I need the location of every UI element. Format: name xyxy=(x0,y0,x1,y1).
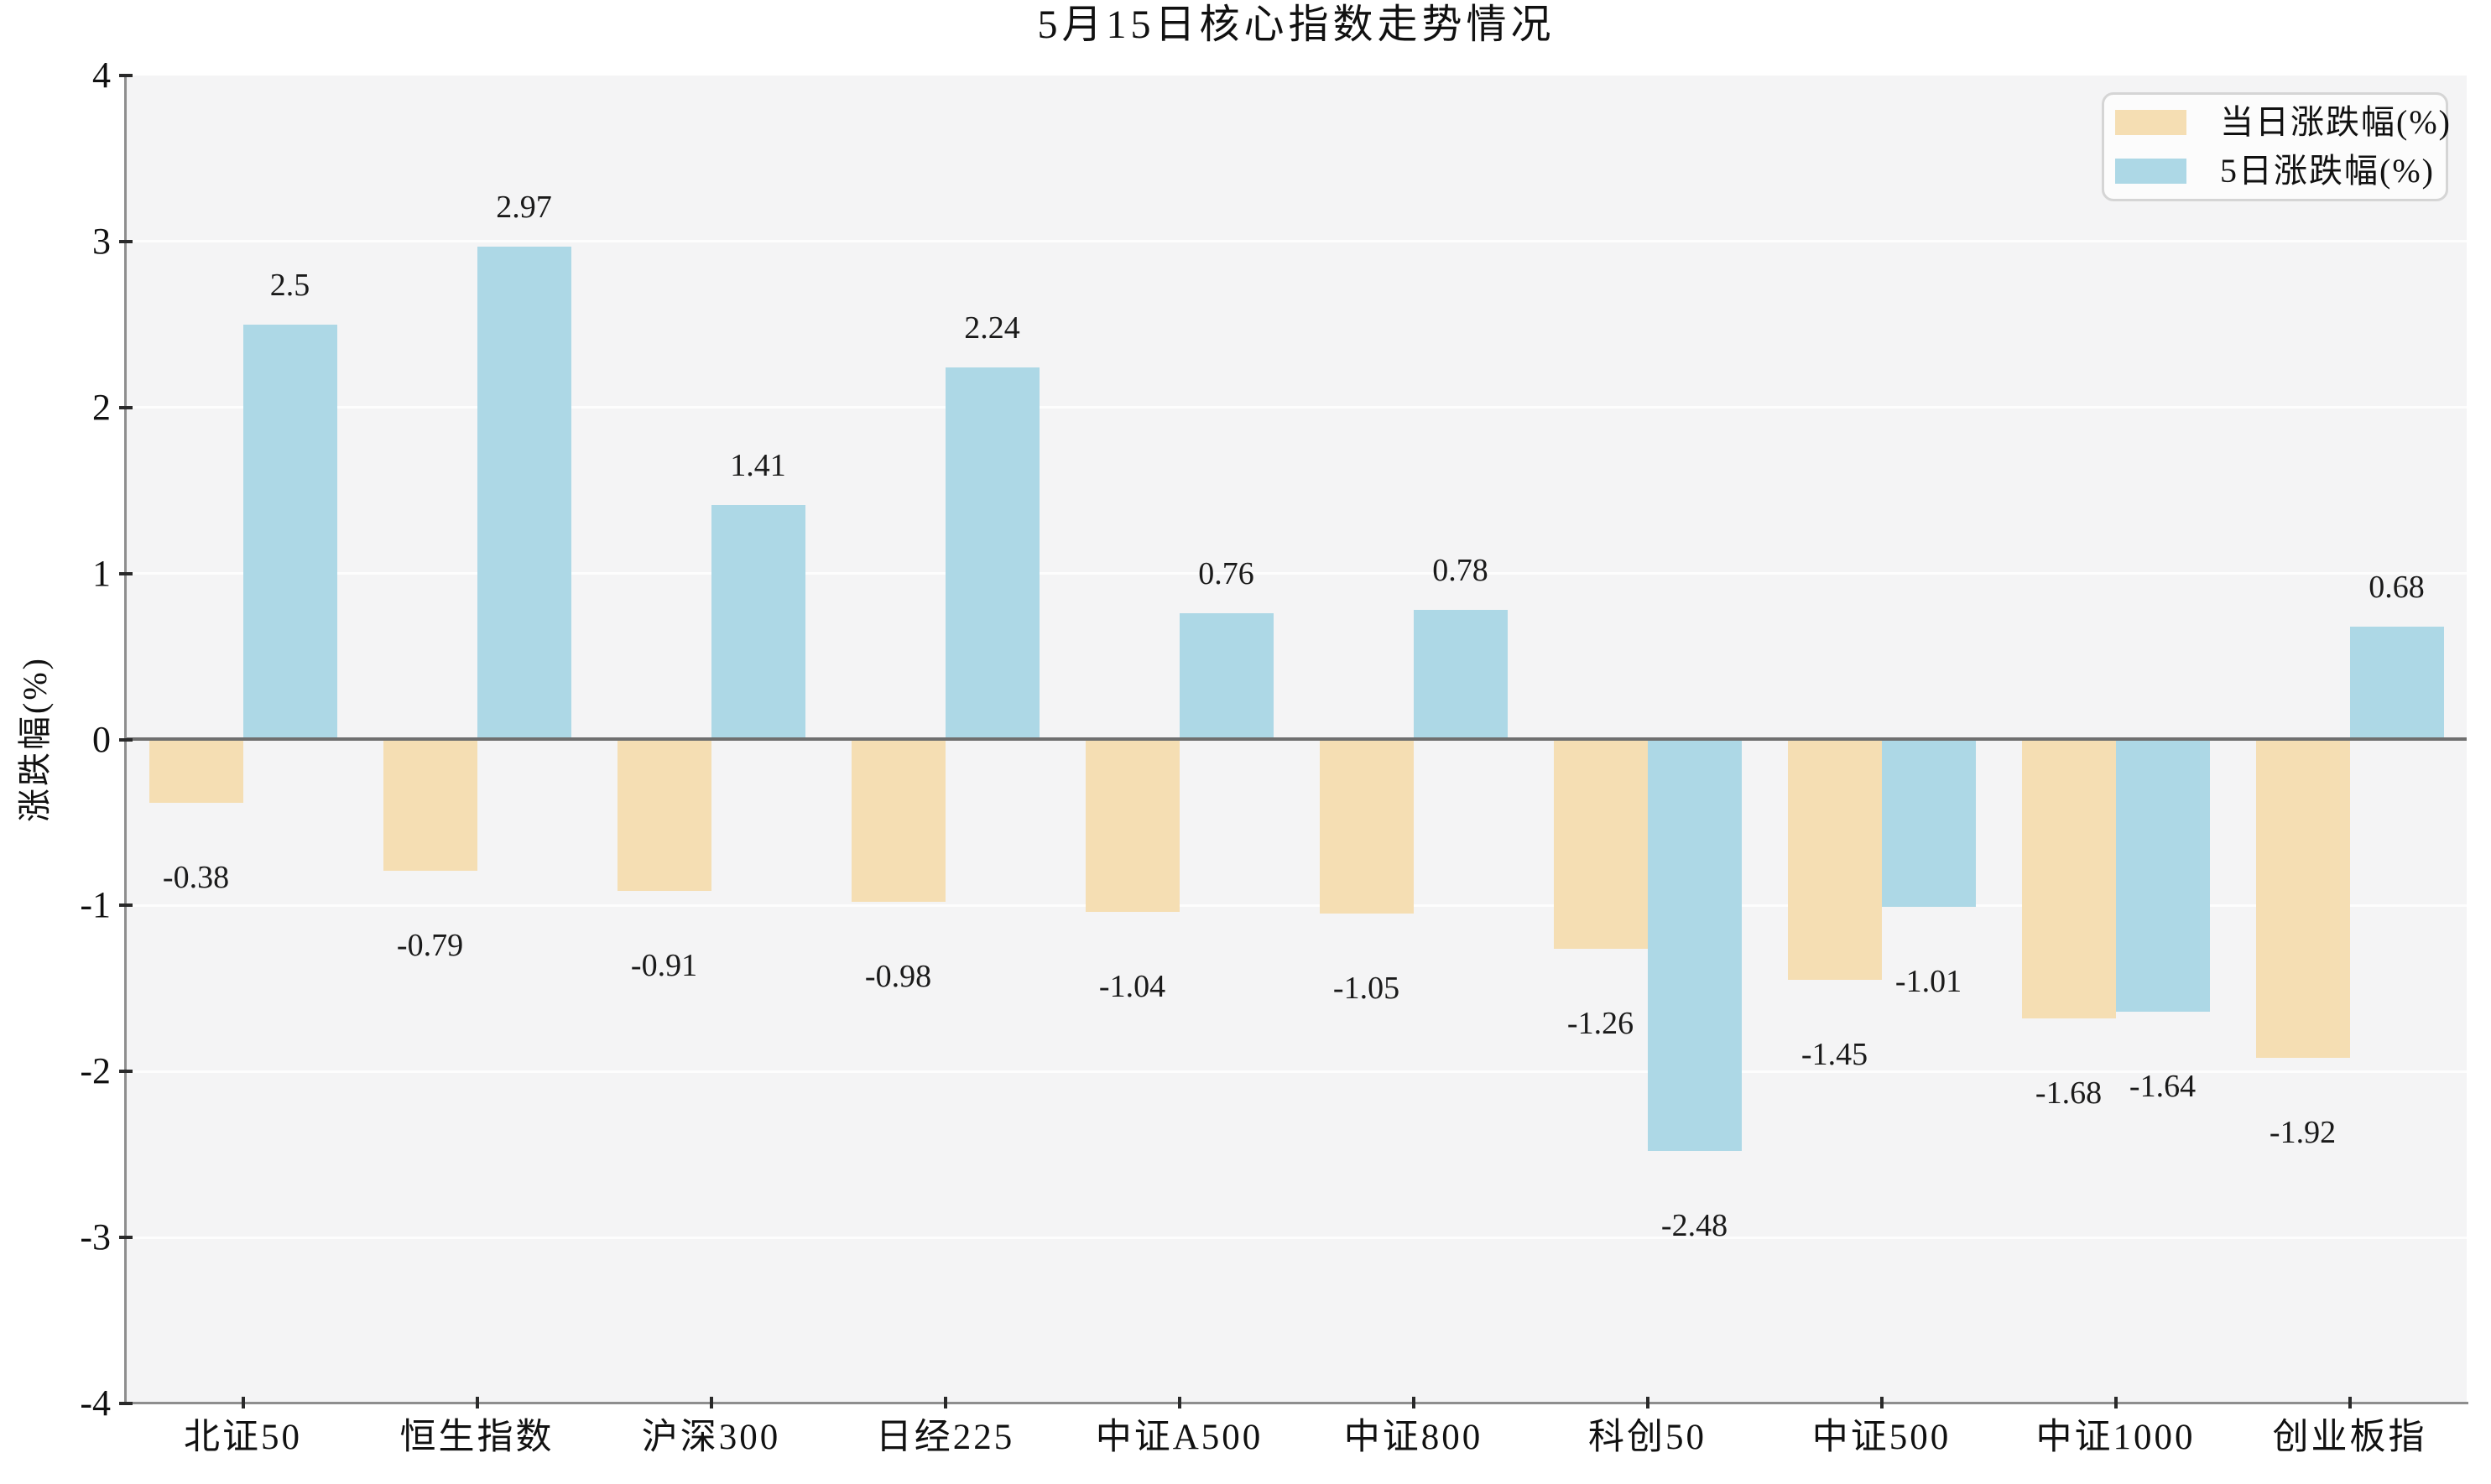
bar-value-label: 0.68 xyxy=(2369,569,2425,605)
y-axis-tick xyxy=(119,1070,133,1074)
bar xyxy=(2115,739,2210,1012)
x-axis-tick xyxy=(1879,1397,1884,1408)
bar xyxy=(1179,613,1274,740)
legend-label: 5日涨跌幅(%) xyxy=(2220,152,2435,190)
y-tick-label: 3 xyxy=(92,220,111,262)
y-tick-label: -4 xyxy=(80,1382,111,1424)
x-tick-label: 中证1000 xyxy=(2035,1418,2196,1457)
y-tick-label: 1 xyxy=(92,552,111,594)
bar-value-label: -1.45 xyxy=(1801,1037,1868,1073)
x-axis-spine xyxy=(124,1402,2468,1404)
y-tick-label: 0 xyxy=(92,718,111,760)
y-tick-label: -3 xyxy=(80,1216,111,1258)
bar-value-label: -0.98 xyxy=(864,959,932,995)
y-axis-tick xyxy=(119,903,133,908)
bar xyxy=(149,739,243,803)
x-tick-label: 中证800 xyxy=(1343,1418,1483,1457)
bar-value-label: 2.24 xyxy=(964,310,1020,346)
bar-value-label: -1.64 xyxy=(2129,1069,2197,1104)
y-tick-label: 4 xyxy=(92,55,111,96)
bar-value-label: -0.91 xyxy=(630,947,698,983)
bar xyxy=(945,367,1040,740)
bar xyxy=(477,246,571,740)
bar xyxy=(2349,626,2444,740)
gridline xyxy=(126,406,2467,409)
x-axis-tick xyxy=(475,1397,479,1408)
gridline xyxy=(126,572,2467,575)
bar xyxy=(1085,739,1180,913)
bar xyxy=(711,505,805,740)
bar xyxy=(383,739,477,871)
bar xyxy=(1647,739,1742,1152)
legend-item: 当日涨跌幅(%) xyxy=(2115,106,2450,139)
x-tick-label: 日经225 xyxy=(875,1418,1015,1457)
bar-value-label: -1.68 xyxy=(2035,1075,2103,1111)
bar-value-label: -2.48 xyxy=(1660,1208,1728,1244)
x-axis-tick xyxy=(2348,1397,2352,1408)
y-tick-label: -1 xyxy=(80,884,111,926)
x-tick-label: 沪深300 xyxy=(641,1418,781,1457)
bar-value-label: 2.5 xyxy=(269,267,310,303)
gridline xyxy=(126,903,2467,907)
bar-value-label: -0.38 xyxy=(162,859,230,895)
legend: 当日涨跌幅(%) 5日涨跌幅(%) xyxy=(2102,92,2450,201)
y-axis-tick xyxy=(119,405,133,409)
bar-value-label: -0.79 xyxy=(396,927,464,963)
bar xyxy=(1553,739,1648,949)
gridline xyxy=(126,240,2467,243)
legend-swatch xyxy=(2115,159,2186,184)
x-tick-label: 中证500 xyxy=(1811,1418,1952,1457)
bar-value-label: -1.05 xyxy=(1332,971,1400,1007)
y-tick-label: 2 xyxy=(92,386,111,428)
bar xyxy=(242,324,337,740)
x-axis-tick xyxy=(241,1397,245,1408)
bar xyxy=(1787,739,1882,981)
bar-value-label: 0.76 xyxy=(1198,556,1254,592)
legend-swatch xyxy=(2115,110,2186,135)
bar-value-label: 2.97 xyxy=(496,189,552,225)
bar-value-label: -1.26 xyxy=(1566,1005,1634,1041)
bar xyxy=(2255,739,2350,1059)
y-axis-tick xyxy=(119,737,133,742)
bar-value-label: 1.41 xyxy=(730,448,786,484)
y-axis-tick xyxy=(119,1236,133,1240)
x-axis-tick xyxy=(2113,1397,2118,1408)
x-tick-label: 科创50 xyxy=(1588,1418,1707,1457)
legend-item: 5日涨跌幅(%) xyxy=(2115,154,2446,188)
bar-value-label: 0.78 xyxy=(1432,553,1488,589)
bar xyxy=(1413,610,1508,740)
x-tick-label: 北证50 xyxy=(184,1418,302,1457)
y-axis-tick xyxy=(119,1402,133,1405)
x-axis-tick xyxy=(1177,1397,1181,1408)
x-tick-label: 中证A500 xyxy=(1095,1418,1264,1457)
bar-value-label: -1.01 xyxy=(1894,964,1962,1000)
gridline xyxy=(126,1236,2467,1239)
y-tick-label: -2 xyxy=(80,1050,111,1092)
x-axis-tick xyxy=(1411,1397,1415,1408)
chart-title: 5月15日核心指数走势情况 xyxy=(1037,3,1556,47)
y-axis-tick xyxy=(119,74,133,77)
y-axis-tick xyxy=(119,571,133,575)
bar-value-label: -1.04 xyxy=(1098,969,1166,1005)
y-axis-tick xyxy=(119,239,133,243)
bar xyxy=(1319,739,1414,914)
bar xyxy=(617,739,711,891)
x-tick-label: 创业板指 xyxy=(2272,1418,2427,1457)
gridline xyxy=(126,1070,2467,1073)
x-axis-tick xyxy=(1645,1397,1649,1408)
bar xyxy=(851,739,946,903)
bar xyxy=(1881,739,1976,908)
bar-value-label: -1.92 xyxy=(2269,1115,2337,1151)
zero-baseline xyxy=(126,737,2467,741)
legend-label: 当日涨跌幅(%) xyxy=(2220,103,2452,141)
x-axis-tick xyxy=(943,1397,947,1408)
bar xyxy=(2021,739,2116,1018)
x-axis-tick xyxy=(709,1397,713,1408)
x-tick-label: 恒生指数 xyxy=(399,1418,555,1457)
